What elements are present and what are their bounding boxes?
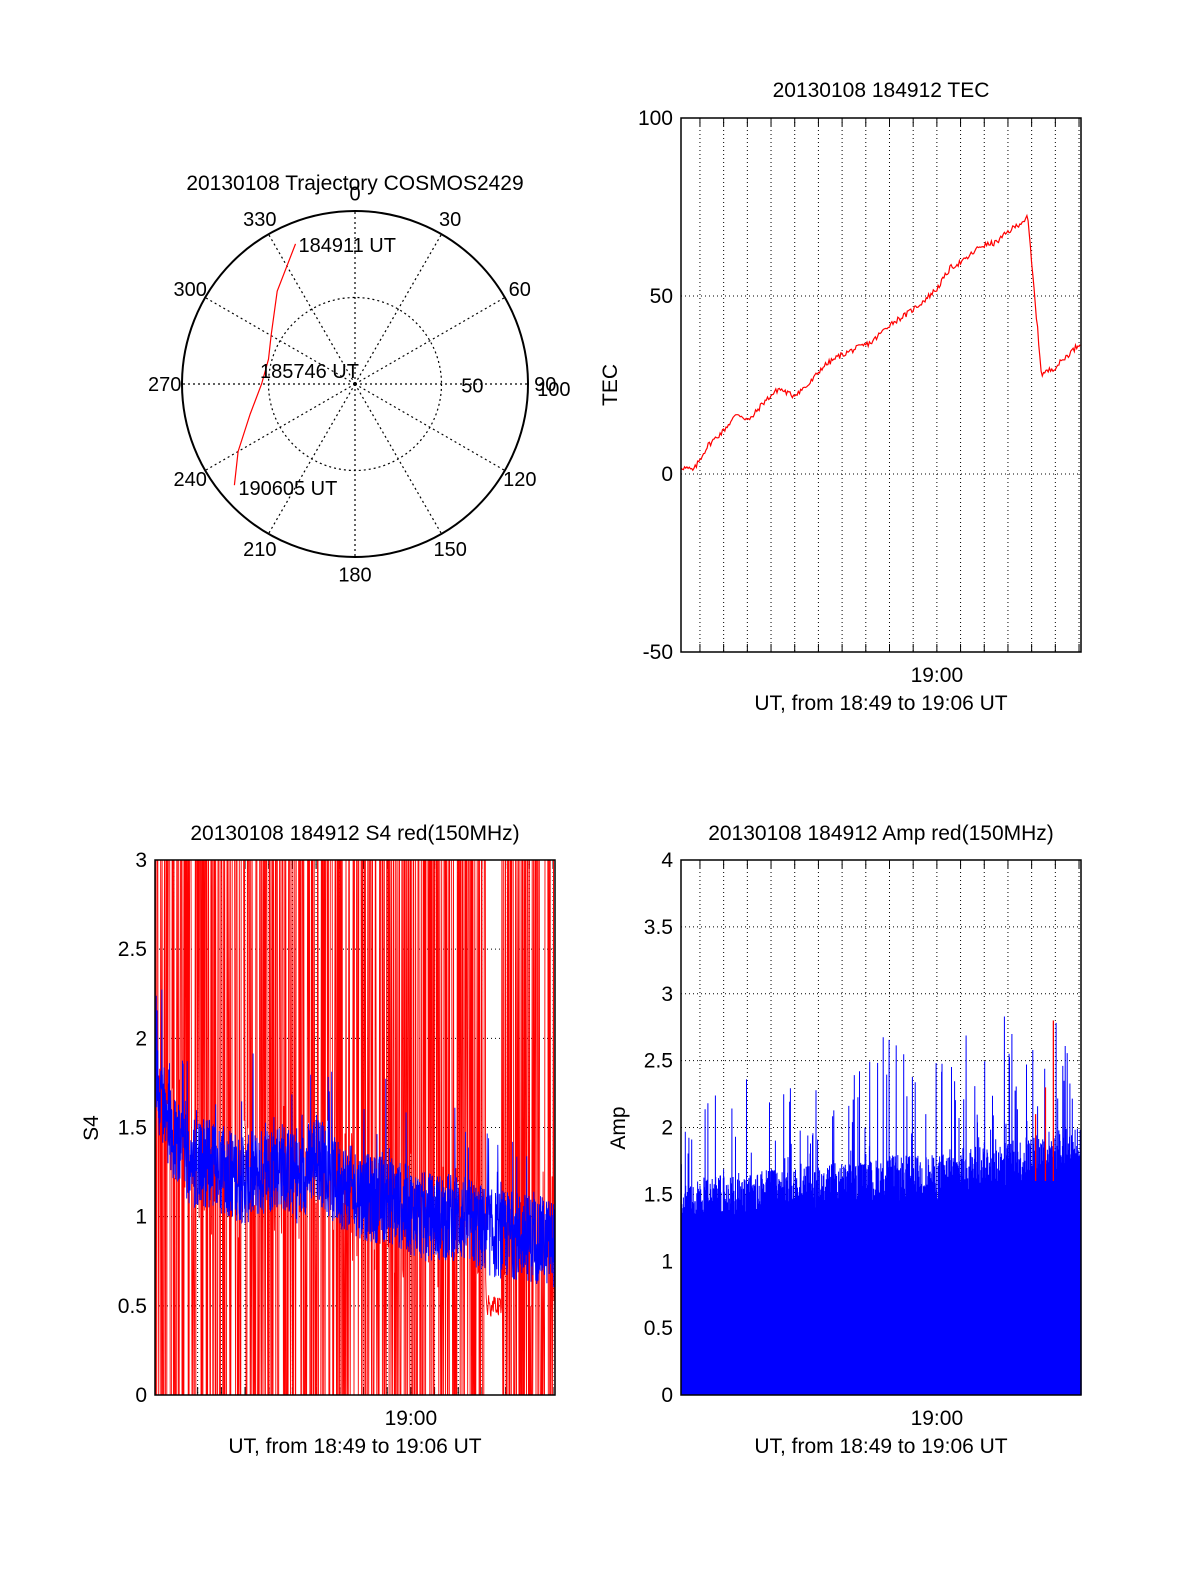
amp-blue-series — [680, 1016, 1082, 1396]
tec-ytick-label: -50 — [643, 641, 673, 664]
polar-spoke — [354, 383, 506, 472]
amp-ytick-label: 0.5 — [644, 1317, 673, 1340]
polar-annotation-start: 184911 UT — [299, 235, 396, 257]
polar-azimuth-label: 90 — [534, 374, 556, 396]
polar-azimuth-label: 330 — [243, 209, 276, 231]
polar-trajectory-chart: 20130108 Trajectory COSMOS2429 0 30 60 90 12… — [148, 172, 571, 586]
tec-ytick-label: 0 — [661, 463, 673, 486]
polar-azimuth-label: 270 — [148, 374, 181, 396]
tec-ylabel: TEC — [599, 364, 622, 406]
polar-spoke — [354, 233, 443, 385]
s4-red-series-line — [155, 860, 555, 1395]
polar-series — [233, 243, 297, 486]
polar-spoke — [267, 233, 356, 385]
polar-azimuth-label: 180 — [338, 564, 371, 586]
polar-trajectory-line — [233, 243, 297, 486]
tec-grid — [681, 117, 1081, 653]
polar-spoke — [267, 383, 356, 535]
s4-frame — [154, 859, 556, 1396]
tec-xlabel: UT, from 18:49 to 19:06 UT — [754, 692, 1007, 715]
amp-chart: 20130108 184912 Amp red(150MHz) UT, from… — [607, 822, 1082, 1458]
s4-xlabel: UT, from 18:49 to 19:06 UT — [228, 1435, 481, 1458]
tec-title: 20130108 184912 TEC — [773, 79, 990, 102]
polar-annotation-center: 185746 UT — [260, 361, 359, 383]
s4-title: 20130108 184912 S4 red(150MHz) — [190, 822, 519, 845]
tec-xtick-label: 19:00 — [911, 664, 964, 687]
polar-grid — [181, 210, 529, 558]
polar-outer-ring — [181, 210, 529, 558]
amp-ytick-label: 4 — [661, 849, 673, 872]
polar-azimuth-label: 210 — [243, 539, 276, 561]
amp-ytick-label: 1.5 — [644, 1183, 673, 1206]
amp-ytick-label: 2 — [661, 1117, 673, 1140]
polar-azimuth-label: 300 — [174, 279, 207, 301]
polar-spoke — [204, 383, 356, 472]
tec-series-line — [680, 213, 1081, 472]
tec-ytick-label: 50 — [650, 285, 673, 308]
polar-azimuth-label: 150 — [433, 539, 466, 561]
polar-radial-label: 50 — [461, 376, 483, 398]
polar-azimuth-label: 60 — [509, 279, 531, 301]
amp-xlabel: UT, from 18:49 to 19:06 UT — [754, 1435, 1007, 1458]
tec-frame — [680, 117, 1082, 653]
tec-ytick-label: 100 — [638, 107, 673, 130]
amp-ytick-label: 0 — [661, 1384, 673, 1407]
s4-ytick-label: 2 — [135, 1027, 147, 1050]
polar-spoke — [354, 383, 443, 535]
amp-ytick-label: 1 — [661, 1250, 673, 1273]
s4-chart: 20130108 184912 S4 red(150MHz) UT, from … — [80, 822, 556, 1458]
s4-blue-series-line — [155, 989, 555, 1288]
polar-azimuth-label: 240 — [174, 469, 207, 491]
amp-frame — [680, 859, 1082, 1396]
polar-labels: 0 30 60 90 120 150 180 210 240 270 300 330 50 100 1849… — [148, 184, 571, 587]
s4-xtick-label: 19:00 — [385, 1407, 438, 1430]
amp-title: 20130108 184912 Amp red(150MHz) — [708, 822, 1054, 845]
polar-spoke — [204, 296, 356, 385]
polar-radial-label: 100 — [537, 379, 570, 401]
amp-ylabel: Amp — [607, 1106, 630, 1149]
amp-xtick-label: 19:00 — [911, 1407, 964, 1430]
s4-ytick-label: 0 — [135, 1384, 147, 1407]
polar-azimuth-label: 30 — [439, 209, 461, 231]
tec-chart: 20130108 184912 TEC UT, from 18:49 to 19… — [599, 79, 1082, 715]
polar-azimuth-label: 0 — [349, 184, 360, 206]
polar-title: 20130108 Trajectory COSMOS2429 — [186, 172, 523, 195]
amp-ytick-label: 3 — [661, 983, 673, 1006]
s4-ytick-label: 3 — [135, 849, 147, 872]
s4-ylabel: S4 — [80, 1115, 103, 1141]
amp-ytick-label: 3.5 — [644, 916, 673, 939]
polar-annotation-end: 190605 UT — [238, 478, 337, 500]
polar-spoke — [354, 296, 506, 385]
amp-ytick-label: 2.5 — [644, 1050, 673, 1073]
s4-ytick-label: 1.5 — [118, 1117, 147, 1140]
polar-azimuth-label: 120 — [503, 469, 536, 491]
s4-ytick-label: 2.5 — [118, 938, 147, 961]
s4-ytick-label: 1 — [135, 1206, 147, 1229]
s4-ytick-label: 0.5 — [118, 1295, 147, 1318]
